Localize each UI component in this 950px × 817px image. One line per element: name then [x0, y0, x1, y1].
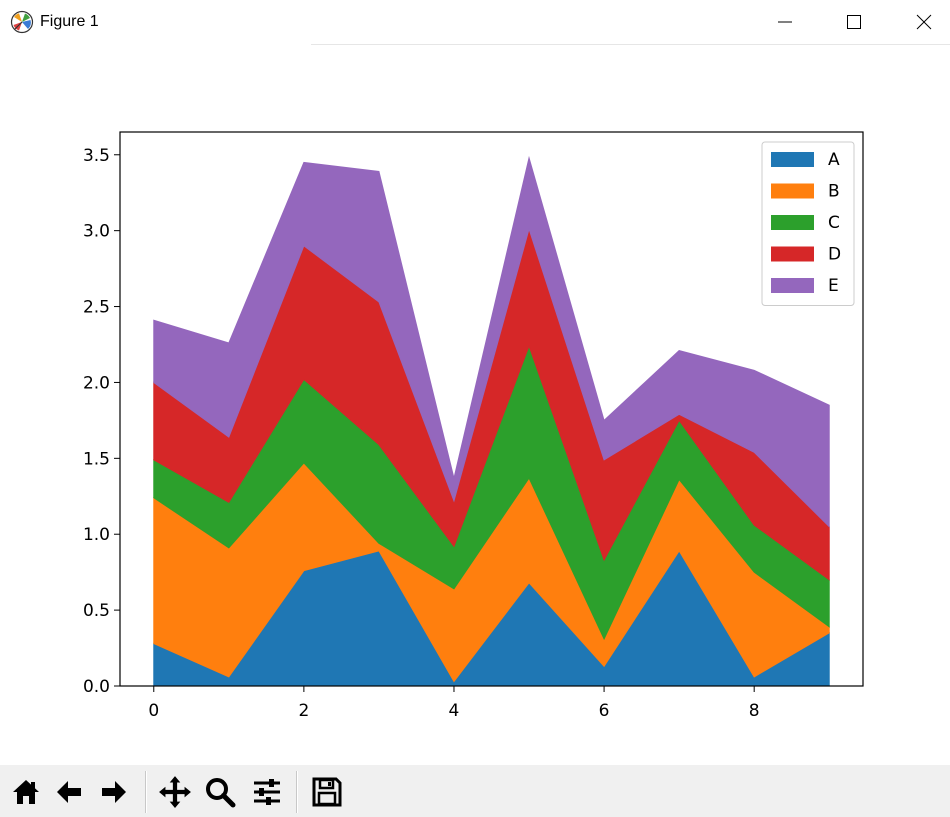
pan-button[interactable]: [155, 772, 195, 812]
legend-swatch-C: [771, 215, 814, 230]
y-tick-label: 1.5: [83, 449, 110, 469]
legend-swatch-D: [771, 246, 814, 262]
legend-label-E: E: [828, 276, 839, 296]
plot-frame: [119, 131, 864, 687]
y-tick-label: 0.5: [83, 601, 110, 621]
matplotlib-logo-icon: [10, 10, 34, 34]
home-button[interactable]: [6, 772, 46, 812]
zoom-button[interactable]: [200, 772, 240, 812]
floppy-disk-icon: [312, 777, 342, 807]
y-tick-label: 3.0: [83, 222, 110, 242]
save-button[interactable]: [307, 772, 347, 812]
toolbar-separator: [296, 771, 298, 813]
area-E: [153, 155, 830, 528]
minimize-icon: [778, 21, 792, 23]
magnifier-icon: [206, 778, 236, 808]
toolbar-separator: [145, 771, 147, 813]
back-button[interactable]: [49, 772, 89, 812]
legend-label-B: B: [828, 182, 840, 202]
maximize-button[interactable]: [831, 0, 877, 44]
x-axis: 0 2 4 6 8: [148, 686, 760, 721]
x-tick-label: 0: [148, 701, 159, 721]
y-tick-label: 3.5: [83, 146, 110, 166]
legend-swatch-B: [771, 183, 814, 199]
forward-button[interactable]: [94, 772, 134, 812]
configure-subplots-button[interactable]: [247, 772, 287, 812]
legend-label-C: C: [828, 213, 840, 233]
legend-label-A: A: [828, 150, 840, 170]
legend-label-D: D: [828, 245, 841, 265]
navigation-toolbar: [0, 765, 950, 817]
y-axis: 0.0 0.5 1.0 1.5 2.0 2.5 3.0 3.5: [83, 146, 120, 697]
window-title: Figure 1: [40, 13, 99, 30]
arrow-right-icon: [102, 781, 126, 803]
y-tick-label: 0.0: [83, 677, 110, 697]
x-tick-label: 4: [449, 701, 460, 721]
maximize-icon: [847, 15, 861, 29]
move-icon: [159, 776, 191, 808]
legend-swatch-A: [771, 152, 814, 167]
y-tick-label: 2.0: [83, 373, 110, 393]
arrow-left-icon: [57, 781, 81, 803]
title-bar-divider: [311, 44, 950, 45]
home-icon: [13, 780, 39, 804]
x-tick-label: 2: [298, 701, 309, 721]
area-layers: [153, 155, 830, 687]
close-icon: [916, 14, 932, 30]
legend-swatch-E: [771, 278, 814, 293]
y-tick-label: 1.0: [83, 525, 110, 545]
minimize-button[interactable]: [762, 0, 808, 44]
close-button[interactable]: [901, 0, 947, 44]
y-tick-label: 2.5: [83, 298, 110, 318]
x-tick-label: 8: [749, 701, 760, 721]
sliders-icon: [254, 779, 280, 805]
x-tick-label: 6: [599, 701, 610, 721]
title-bar[interactable]: Figure 1: [0, 0, 950, 45]
